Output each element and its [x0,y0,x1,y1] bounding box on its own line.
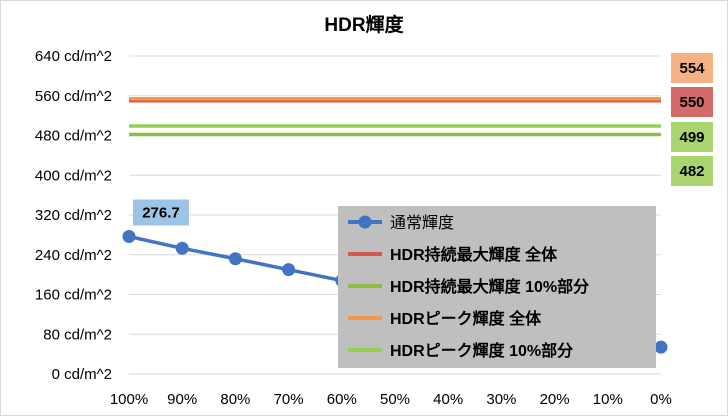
y-tick-label: 560 cd/m^2 [35,88,112,105]
x-tick-label: 70% [274,391,304,408]
data-label-box [671,122,713,152]
y-tick-label: 480 cd/m^2 [35,128,112,145]
x-tick-label: 10% [593,391,623,408]
x-tick-label: 60% [327,391,357,408]
x-tick-label: 50% [380,391,410,408]
y-tick-label: 320 cd/m^2 [35,207,112,224]
x-tick-label: 100% [110,391,148,408]
y-axis: 0 cd/m^2 80 cd/m^2 160 cd/m^2 240 cd/m^2 320… [35,48,112,383]
data-label-box [671,156,713,186]
x-tick-label: 80% [220,391,250,408]
chart-title: HDR輝度 [324,13,404,36]
legend-label: HDRピーク輝度 全体 [390,309,542,328]
data-label: 276.7 [142,205,180,222]
y-tick-label: 0 cd/m^2 [52,366,112,383]
data-label-box [671,87,713,117]
data-label: 499 [679,129,704,146]
x-tick-label: 90% [167,391,197,408]
data-point [282,263,296,277]
data-label-box [671,53,713,83]
x-tick-label: 40% [433,391,463,408]
legend-label: 通常輝度 [390,214,454,232]
data-label: 482 [679,163,704,180]
y-tick-label: 160 cd/m^2 [35,287,112,304]
data-label: 554 [679,60,705,77]
x-tick-label: 20% [540,391,570,408]
data-point [654,340,668,354]
legend: 通常輝度 HDR持続最大輝度 全体 HDR持続最大輝度 10%部分 HDRピーク輝度 … [338,206,656,368]
data-label-box [133,199,189,226]
y-tick-label: 640 cd/m^2 [35,48,112,65]
legend-label: HDR持続最大輝度 全体 [390,245,558,264]
legend-marker [358,215,372,229]
y-tick-label: 240 cd/m^2 [35,247,112,264]
data-point [228,252,242,266]
data-point [175,241,189,255]
y-tick-label: 400 cd/m^2 [35,167,112,184]
legend-box [338,206,656,368]
x-tick-label: 30% [486,391,516,408]
data-label: 550 [679,94,704,111]
x-axis: 100% 90% 80% 70% 60% 50% 40% 30% 20% 10% 0% [110,391,672,408]
y-tick-label: 80 cd/m^2 [43,326,112,343]
legend-label: HDR持続最大輝度 10%部分 [390,277,589,296]
data-labels: 276.7 554 550 499 482 [133,53,713,226]
x-tick-label: 0% [650,391,672,408]
data-point [122,230,136,244]
legend-label: HDRピーク輝度 10%部分 [390,341,573,360]
